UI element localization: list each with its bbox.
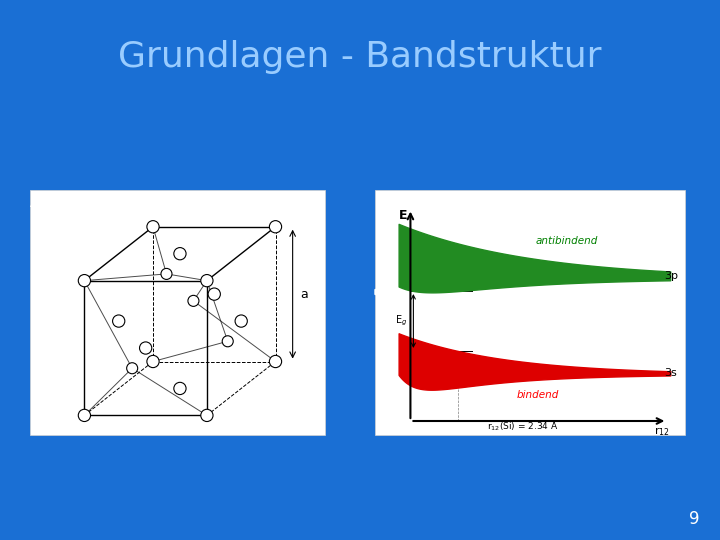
Circle shape <box>147 221 159 233</box>
Text: r$_{12}$(Si) = 2.34 Å: r$_{12}$(Si) = 2.34 Å <box>487 418 559 433</box>
Circle shape <box>201 274 213 287</box>
Bar <box>375 190 685 435</box>
Text: E: E <box>399 208 408 221</box>
Circle shape <box>127 363 138 374</box>
Circle shape <box>269 355 282 368</box>
Bar <box>30 190 325 435</box>
Text: r$_{12}$: r$_{12}$ <box>654 426 670 438</box>
Circle shape <box>140 342 152 354</box>
Circle shape <box>208 288 220 300</box>
Text: 3p: 3p <box>665 271 678 281</box>
Circle shape <box>174 382 186 395</box>
Text: Ausbildung von Energie-
Bändern, Bandlücken: Ausbildung von Energie- Bändern, Bandlüc… <box>418 273 605 310</box>
Text: bindend: bindend <box>516 390 559 400</box>
Circle shape <box>201 409 213 422</box>
Circle shape <box>78 274 91 287</box>
Text: Anordnung der Atome zu
periodischem Kristallgitter
(hier: Silizium): Anordnung der Atome zu periodischem Kris… <box>30 195 233 254</box>
Circle shape <box>235 315 248 327</box>
Circle shape <box>174 247 186 260</box>
Circle shape <box>188 295 199 306</box>
FancyArrow shape <box>375 287 422 297</box>
Circle shape <box>222 336 233 347</box>
Text: 9: 9 <box>690 510 700 528</box>
Text: Grundlagen - Bandstruktur: Grundlagen - Bandstruktur <box>118 40 602 74</box>
Circle shape <box>112 315 125 327</box>
Text: a: a <box>300 288 307 301</box>
Text: E$_g$: E$_g$ <box>395 314 408 328</box>
Circle shape <box>269 221 282 233</box>
Text: Überlapp der
Elektronenorbitale: Überlapp der Elektronenorbitale <box>375 195 516 235</box>
Text: 3s: 3s <box>665 368 677 379</box>
Circle shape <box>161 268 172 279</box>
Circle shape <box>78 409 91 422</box>
Text: antibindend: antibindend <box>536 237 598 246</box>
Circle shape <box>147 355 159 368</box>
